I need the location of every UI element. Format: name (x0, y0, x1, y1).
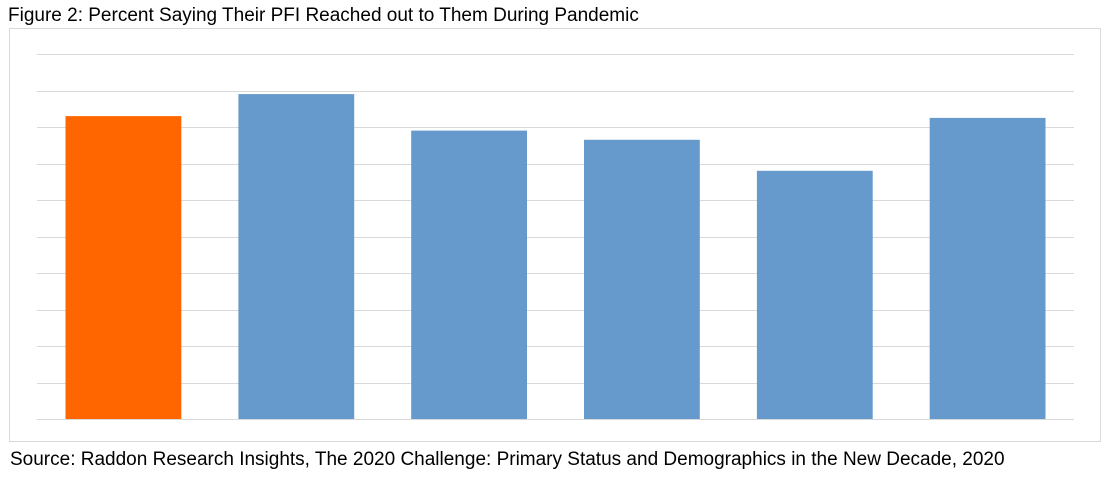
bars (65, 94, 1046, 420)
bar-2 (238, 94, 355, 419)
chart-title: Figure 2: Percent Saying Their PFI Reach… (8, 5, 639, 26)
gridlines (37, 54, 1074, 420)
bar-5 (756, 170, 873, 419)
bar-3 (411, 130, 527, 419)
bar-6 (929, 117, 1046, 420)
bar-4 (584, 139, 700, 420)
source-note: Source: Raddon Research Insights, The 20… (10, 449, 1005, 470)
bar-chart (37, 54, 1074, 420)
bar-1 (65, 116, 182, 419)
chart-area (9, 28, 1101, 442)
